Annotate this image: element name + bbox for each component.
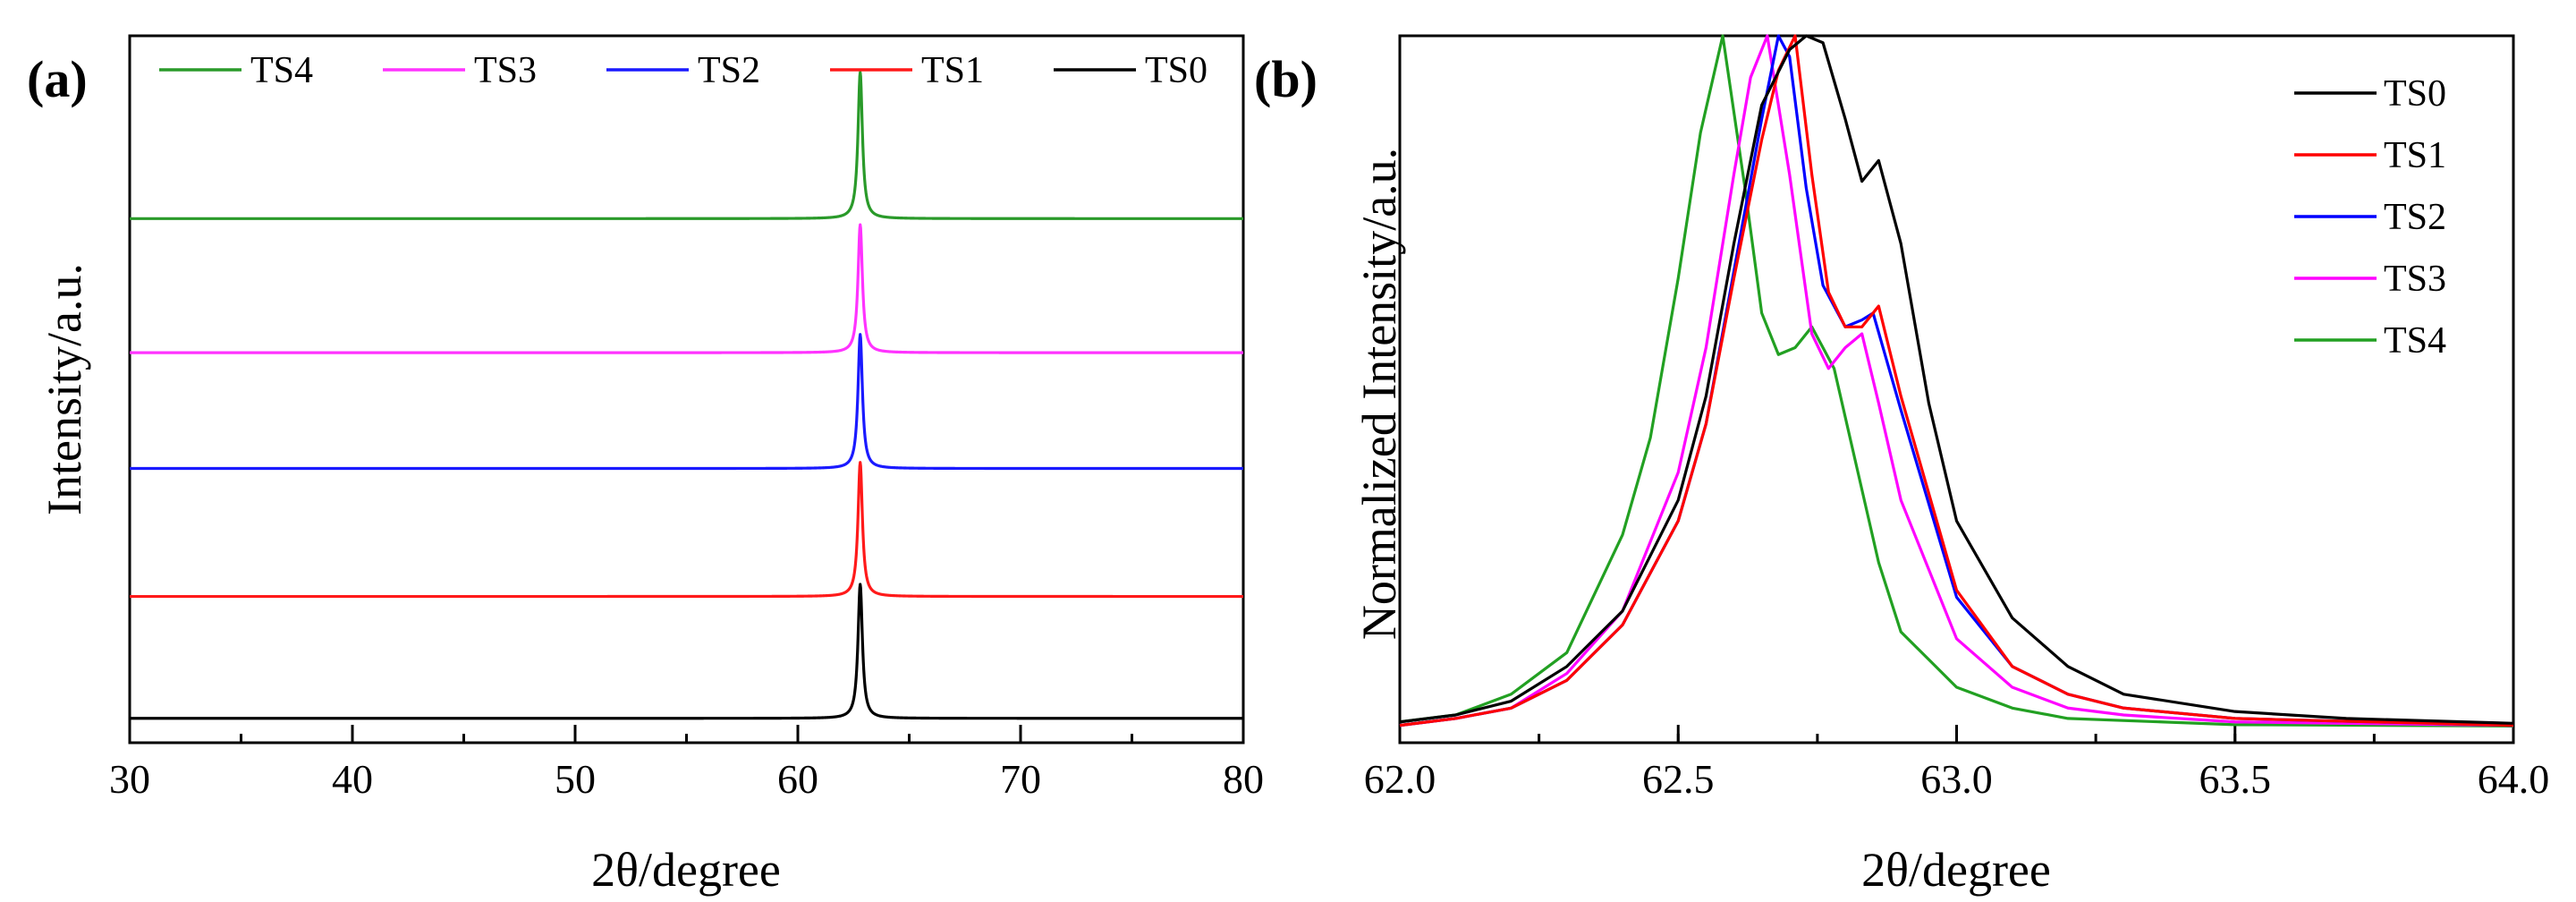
x-tick-label: 63.5 [2199, 756, 2272, 802]
legend-label-ts3: TS3 [474, 50, 537, 91]
x-tick-label: 60 [777, 756, 818, 802]
legend-label-ts1: TS1 [2384, 135, 2446, 176]
panel-a-series-ts1 [128, 461, 1245, 599]
x-tick-label: 40 [332, 756, 373, 802]
panel-a-series-ts3 [128, 223, 1245, 354]
panel-a-label: (a) [27, 50, 88, 108]
legend-label-ts4: TS4 [2384, 320, 2446, 362]
panel-a-x-ticks: 30 40 50 60 70 80 [109, 725, 1264, 802]
x-tick-label: 50 [555, 756, 596, 802]
x-tick-label: 62.5 [1642, 756, 1715, 802]
legend-label-ts2: TS2 [698, 50, 760, 91]
panel-a-plot-frame [128, 34, 1245, 745]
panel-b-series-ts2 [1399, 34, 2514, 728]
panel-b-y-axis-label: Normalized Intensity/a.u. [1352, 148, 1406, 640]
panel-a-series-ts4 [128, 71, 1245, 220]
x-tick-label: 64.0 [2478, 756, 2550, 802]
legend-label-ts2: TS2 [2384, 197, 2446, 238]
legend-label-ts4: TS4 [250, 50, 313, 91]
panel-a-series [128, 71, 1245, 720]
legend-label-ts1: TS1 [921, 50, 984, 91]
panel-b-series-ts1 [1399, 34, 2514, 728]
panel-b-series-ts0 [1399, 34, 2514, 725]
panel-a-y-axis-label: Intensity/a.u. [38, 263, 91, 515]
panel-a-x-axis-label: 2θ/degree [591, 843, 781, 897]
panel-a-series-ts2 [128, 333, 1245, 471]
panel-a-legend: TS4 TS3 TS2 TS1 TS0 [159, 50, 1208, 91]
panel-b: (b) 62.0 62.5 63.0 63.5 64.0 TS0 TS1 TS2 TS3 TS4… [1254, 34, 2550, 897]
legend-label-ts0: TS0 [1145, 50, 1208, 91]
panel-a: (a) 30 40 50 60 70 80 TS4 TS3 TS2 TS1 TS0 2θ/degr… [27, 34, 1264, 897]
legend-label-ts0: TS0 [2384, 73, 2446, 115]
panel-b-series [1399, 34, 2514, 728]
panel-b-legend: TS0 TS1 TS2 TS3 TS4 [2294, 73, 2446, 362]
panel-b-label: (b) [1254, 50, 1318, 108]
x-tick-label: 30 [109, 756, 150, 802]
legend-label-ts3: TS3 [2384, 259, 2446, 300]
panel-b-series-ts3 [1399, 34, 2514, 728]
panel-b-x-ticks: 62.0 62.5 63.0 63.5 64.0 [1364, 725, 2550, 802]
x-tick-label: 63.0 [1920, 756, 1993, 802]
x-tick-label: 80 [1223, 756, 1264, 802]
x-tick-label: 70 [1000, 756, 1041, 802]
panel-b-series-ts4 [1399, 34, 2514, 728]
panel-a-series-ts0 [128, 583, 1245, 720]
panel-b-x-axis-label: 2θ/degree [1861, 843, 2051, 897]
x-tick-label: 62.0 [1364, 756, 1436, 802]
